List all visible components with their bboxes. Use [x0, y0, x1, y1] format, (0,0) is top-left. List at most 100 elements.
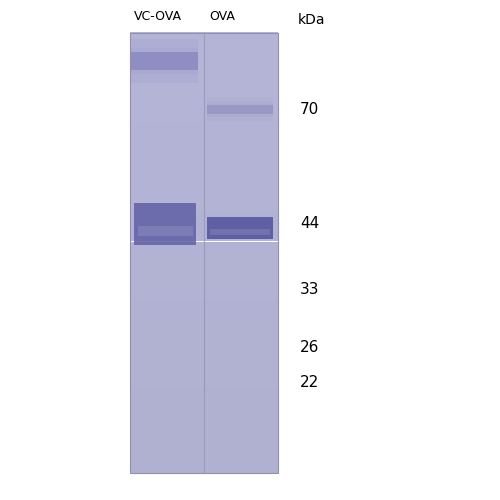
Bar: [130, 198, 278, 200]
Bar: [130, 164, 278, 166]
Bar: [130, 112, 278, 114]
Bar: [130, 228, 278, 230]
Bar: [130, 68, 278, 70]
Bar: [130, 246, 278, 248]
Bar: [130, 358, 278, 360]
Bar: [130, 86, 278, 87]
Bar: [130, 342, 278, 345]
Bar: [130, 218, 278, 220]
Bar: [130, 32, 278, 472]
Bar: [130, 380, 278, 382]
Bar: [130, 416, 278, 418]
Bar: [130, 127, 278, 130]
Bar: [210, 230, 270, 235]
Bar: [130, 332, 278, 334]
Bar: [138, 226, 194, 236]
Bar: [130, 440, 278, 442]
Bar: [130, 152, 278, 154]
Bar: [130, 147, 278, 149]
Bar: [130, 50, 278, 52]
Text: VC-OVA: VC-OVA: [134, 10, 182, 22]
Bar: [130, 450, 278, 452]
Bar: [130, 347, 278, 350]
Bar: [130, 140, 278, 142]
Bar: [130, 178, 278, 180]
Bar: [130, 382, 278, 384]
Bar: [130, 188, 278, 191]
Bar: [130, 340, 278, 342]
Bar: [130, 296, 278, 298]
Bar: [130, 92, 278, 94]
Bar: [130, 266, 278, 268]
Bar: [130, 184, 278, 186]
Bar: [130, 316, 278, 318]
Bar: [130, 162, 278, 164]
Bar: [130, 276, 278, 279]
Bar: [130, 468, 278, 470]
Bar: [130, 433, 278, 435]
Bar: [130, 171, 278, 173]
Bar: [130, 180, 278, 182]
Bar: [130, 364, 278, 367]
Bar: [130, 404, 278, 406]
Bar: [130, 356, 278, 358]
Bar: [130, 110, 278, 112]
Bar: [130, 460, 278, 462]
Bar: [130, 398, 278, 400]
Bar: [130, 408, 278, 411]
Bar: [130, 37, 278, 39]
Bar: [130, 389, 278, 391]
Bar: [130, 200, 278, 202]
Bar: [130, 272, 278, 274]
Bar: [130, 257, 278, 259]
Bar: [130, 142, 278, 144]
Bar: [130, 250, 278, 252]
Bar: [130, 318, 278, 320]
Bar: [130, 406, 278, 408]
Bar: [130, 262, 278, 264]
Bar: [130, 426, 278, 428]
Bar: [130, 56, 278, 59]
Bar: [130, 360, 278, 362]
Bar: [130, 354, 278, 356]
Bar: [130, 286, 278, 288]
Bar: [130, 191, 278, 193]
Bar: [130, 438, 278, 440]
Bar: [130, 466, 278, 468]
Bar: [206, 98, 273, 122]
Bar: [130, 378, 278, 380]
Bar: [130, 108, 278, 110]
Text: kDa: kDa: [298, 14, 325, 28]
Bar: [130, 88, 278, 90]
Bar: [130, 52, 278, 54]
Bar: [130, 446, 278, 448]
Bar: [130, 308, 278, 310]
Bar: [130, 74, 278, 76]
Bar: [130, 224, 278, 226]
Bar: [130, 244, 278, 246]
Bar: [130, 196, 278, 198]
Bar: [130, 114, 278, 116]
Bar: [130, 418, 278, 420]
Bar: [130, 400, 278, 402]
Bar: [130, 254, 278, 257]
Bar: [130, 215, 278, 218]
Bar: [132, 52, 198, 70]
Bar: [130, 54, 278, 56]
Bar: [130, 136, 278, 138]
Bar: [130, 70, 278, 72]
Bar: [130, 42, 278, 43]
Bar: [130, 352, 278, 354]
Bar: [132, 48, 198, 74]
Bar: [130, 103, 278, 105]
Bar: [130, 132, 278, 134]
Bar: [130, 174, 278, 176]
Bar: [130, 298, 278, 301]
Bar: [130, 252, 278, 254]
Text: 33: 33: [300, 282, 320, 298]
Bar: [130, 46, 278, 48]
Bar: [130, 328, 278, 330]
Text: 26: 26: [300, 340, 320, 354]
Bar: [130, 396, 278, 398]
Bar: [130, 306, 278, 308]
